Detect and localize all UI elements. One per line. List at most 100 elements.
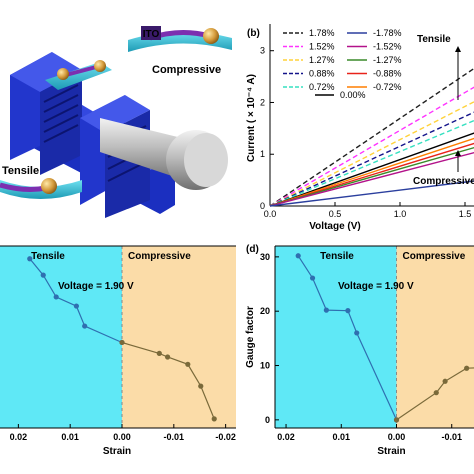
panel-b-y-tick-label: 1: [260, 149, 265, 159]
panel-d-y-tick-label: 0: [265, 415, 270, 425]
panel-c-series-line: [121, 341, 215, 420]
panel-d-y-label: Gauge factor: [245, 306, 256, 368]
panel-d-compressive-region: [396, 246, 474, 428]
panel-c-data-point: [40, 272, 46, 278]
panel-b-series-line: [269, 151, 474, 207]
panel-b-tensile-arrowhead: [455, 46, 461, 52]
vise-left-jaw-top: [10, 52, 82, 92]
panel-b-series-line: [269, 132, 474, 207]
panel-c-tensile-region: [0, 246, 122, 428]
panel-b-series-line: [269, 146, 474, 207]
panel-b-y-tick-label: 3: [260, 46, 265, 56]
panel-c-x-label: Strain: [103, 446, 131, 457]
panel-c-data-point: [73, 303, 79, 309]
panel-c-data-point: [185, 361, 191, 367]
panel-d-tensile-region: [275, 246, 397, 428]
panel-b-legend-label: -0.88%: [373, 69, 402, 79]
panel-d-data-point: [442, 378, 448, 384]
panel-d-x-tick-label: 0.02: [277, 432, 295, 442]
panel-d-data-point: [354, 330, 360, 336]
panel-d-series-line: [396, 367, 474, 421]
panel-b-compressive-annotation: Compressive: [413, 176, 474, 187]
panel-b-compressive-arrowhead: [455, 150, 461, 156]
vise-right-jaw-top: [80, 95, 150, 133]
panel-d-y-tick-label: 30: [260, 252, 270, 262]
panel-b-series-line: [269, 142, 474, 207]
panel-b-series-line: [269, 111, 474, 207]
panel-d-y-tick-label: 10: [260, 361, 270, 371]
compressive-label: Compressive: [152, 64, 221, 76]
panel-b-legend-label: -1.52%: [373, 42, 402, 52]
tensile-label-a: Tensile: [2, 165, 39, 177]
panel-d-x-tick-label: -0.01: [441, 432, 462, 442]
panel-c-x-tick-label: -0.01: [164, 432, 185, 442]
panel-b-legend-label: 0.88%: [309, 69, 335, 79]
panel-b-legend-label: 0.00%: [340, 90, 366, 100]
panel-b-y-tick-label: 0: [260, 201, 265, 211]
panel-d-gauge-factor-chart: (d) 0.02 0.01 0.00 -0.01 0 10 20 30 Strain Gauge f…: [245, 244, 474, 457]
panel-b-x-label: Voltage (V): [309, 221, 360, 232]
panel-c-data-point: [53, 294, 59, 300]
panel-d-x-tick-label: 0.00: [388, 432, 406, 442]
panel-c-compressive-region: [122, 246, 236, 428]
panel-c-data-point: [27, 256, 33, 262]
panel-d-compressive-label: Compressive: [403, 251, 466, 262]
panel-d-label: (d): [246, 244, 259, 255]
tensile-electrode: [41, 178, 57, 194]
panel-c-data-point: [119, 339, 125, 346]
panel-c-series-line: [29, 258, 123, 344]
panel-d-x-label: Strain: [377, 446, 405, 457]
panel-c-x-tick-label: 0.00: [113, 432, 131, 442]
panel-b-y-tick-label: 2: [260, 97, 265, 107]
sample-electrode-right: [94, 60, 106, 72]
panel-b-tensile-annotation: Tensile: [417, 34, 451, 45]
sample-electrode-left: [57, 68, 69, 80]
panel-a-illustration: ITO Compressive Tensile: [0, 26, 232, 218]
panel-b-y-label: Current ( × 10⁻⁴ A): [246, 74, 257, 162]
panel-b-series-line: [269, 137, 474, 207]
panel-d-data-point: [393, 417, 400, 423]
panel-b-legend-label: 1.52%: [309, 42, 335, 52]
panel-d-tensile-label: Tensile: [320, 251, 354, 262]
tensile-wire: [0, 182, 47, 192]
panel-c-tensile-label: Tensile: [31, 251, 65, 262]
panel-d-data-point: [309, 275, 316, 281]
panel-b-iv-chart: (b) 0.0 0.5 1.0 1.5 0 1 2 3 Voltage (V) Current ( …: [246, 24, 474, 232]
screw-knob-face: [184, 133, 228, 187]
panel-d-data-point: [464, 365, 470, 371]
panel-b-legend-label: 1.78%: [309, 28, 335, 38]
panel-c-x-tick-label: -0.02: [215, 432, 236, 442]
panel-b-x-tick-label: 0.0: [264, 209, 277, 219]
ito-label-box: [141, 26, 161, 40]
ito-label: ITO: [143, 29, 160, 40]
panel-b-series-line: [269, 119, 474, 207]
panel-c-data-point: [198, 383, 204, 389]
panel-d-x-tick-label: 0.01: [333, 432, 351, 442]
compressive-electrode: [203, 28, 219, 44]
panel-b-legend-label: -1.27%: [373, 55, 402, 65]
panel-d-y-tick-label: 20: [260, 306, 270, 316]
panel-b-series-line: [269, 67, 474, 207]
panel-b-label: (b): [247, 28, 260, 39]
panel-b-legend-label: -0.72%: [373, 82, 402, 92]
panel-b-x-tick-label: 1.0: [394, 209, 407, 219]
panel-b-legend-label: 0.72%: [309, 82, 335, 92]
panel-c-x-tick-label: 0.01: [61, 432, 79, 442]
panel-d-data-point: [433, 390, 439, 396]
panel-c-data-point: [82, 323, 88, 329]
panel-c-x-tick-label: 0.02: [10, 432, 28, 442]
panel-b-x-tick-label: 0.5: [329, 209, 342, 219]
panel-c-data-point: [211, 416, 217, 422]
panel-b-series-line: [269, 86, 474, 207]
panel-c-compressive-label: Compressive: [128, 251, 191, 262]
panel-b-series-line: [269, 180, 474, 207]
panel-d-series-line: [297, 255, 398, 421]
panel-d-data-point: [323, 307, 329, 313]
panel-b-legend-label: 1.27%: [309, 55, 335, 65]
panel-b-legend-label: -1.78%: [373, 28, 402, 38]
panel-b-x-tick-label: 1.5: [459, 209, 472, 219]
panel-c-voltage-annotation: Voltage = 1.90 V: [58, 281, 134, 292]
panel-c-data-point: [156, 350, 162, 356]
panel-d-voltage-annotation: Voltage = 1.90 V: [338, 281, 414, 292]
